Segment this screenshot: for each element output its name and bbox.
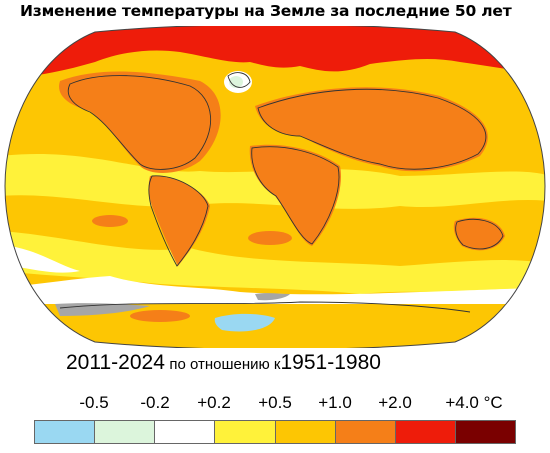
period-years: 2011-2024	[66, 351, 165, 374]
south-pacific-white-patch	[10, 246, 80, 273]
map-title: Изменение температуры на Земле за послед…	[20, 2, 512, 20]
coastlines	[59, 72, 504, 313]
north-america-region	[59, 71, 221, 173]
legend-tick: +1.0	[318, 393, 352, 412]
legend-bin-1	[95, 421, 156, 443]
arctic-hotspot-region	[5, 26, 545, 78]
temperature-anomaly-map	[4, 26, 546, 348]
legend-ticks: -0.5 -0.2 +0.2 +0.5 +1.0 +2.0 +4.0 °C	[0, 393, 550, 413]
southern-ocean-band	[5, 231, 545, 295]
legend-tick: +0.5	[258, 393, 292, 412]
no-data-patch-east	[255, 293, 290, 301]
legend-bin-0	[35, 421, 96, 443]
legend-tick: -0.2	[140, 393, 170, 412]
south-america-region	[148, 175, 210, 266]
legend-bin-2	[155, 421, 216, 443]
eurasia-region	[255, 87, 488, 172]
australia-region	[453, 217, 505, 251]
africa-region	[249, 144, 341, 246]
period-relative-text: по отношению к	[169, 356, 281, 373]
east-pacific-warm-patch	[92, 215, 128, 227]
legend-bin-5	[335, 421, 396, 443]
legend-tick: +2.0	[378, 393, 412, 412]
south-atlantic-warm-patch	[248, 231, 292, 245]
legend-tick: +0.2	[197, 393, 231, 412]
legend-tick: -0.5	[79, 393, 109, 412]
period-baseline: 1951-1980	[280, 351, 381, 374]
legend-bin-7	[455, 421, 515, 443]
north-atlantic-cool-core	[229, 76, 243, 88]
legend-bin-6	[395, 421, 456, 443]
legend-bin-3	[215, 421, 276, 443]
antarctic-white-band	[5, 276, 545, 304]
globe-outline	[4, 26, 546, 348]
legend-tick: +4.0 °C	[445, 393, 503, 412]
antarctic-peninsula-warm-patch	[130, 310, 190, 322]
legend-bin-4	[275, 421, 336, 443]
weddell-sea-cool-patch	[214, 313, 275, 332]
period-caption: 2011-2024 по отношению к1951-1980	[66, 351, 381, 375]
color-scale-bar	[34, 420, 516, 444]
